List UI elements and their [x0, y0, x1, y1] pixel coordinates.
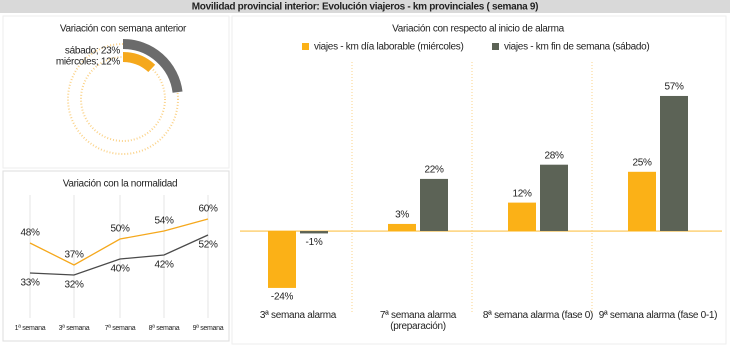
radial-bar [122, 39, 183, 93]
panel [2, 170, 230, 342]
x-tick-label: 7ª semana alarma (preparación) [380, 310, 457, 332]
value-label: 3% [395, 210, 409, 221]
chart-title: Variación con la normalidad [63, 179, 178, 190]
header-title: Movilidad provincial interior: Evolución… [192, 2, 538, 13]
line [29, 234, 209, 276]
value-label: 12% [512, 188, 532, 199]
bar [300, 231, 328, 234]
value-label: -1% [306, 237, 323, 248]
value-label: 22% [424, 165, 444, 176]
value-label: miércoles; 12% [56, 57, 121, 68]
value-label: 54% [154, 216, 174, 227]
bar [268, 231, 296, 288]
bar [508, 202, 536, 232]
panel [2, 15, 230, 169]
bar [660, 95, 688, 232]
value-label: 37% [64, 250, 84, 261]
value-label: sábado; 23% [65, 46, 120, 57]
ring-track [80, 56, 166, 142]
x-tick-label: 9ª semana [193, 325, 224, 332]
value-label: 32% [64, 280, 84, 291]
value-label: 33% [20, 278, 40, 289]
value-label: -24% [271, 292, 294, 303]
legend-label: viajes - km día laborable (miércoles) [314, 42, 464, 53]
value-label: 28% [544, 150, 564, 161]
panel [231, 15, 727, 345]
value-label: 52% [198, 240, 218, 251]
value-label: 48% [20, 228, 40, 239]
x-tick-label: 8ª semana [149, 325, 180, 332]
x-tick-label: 9ª semana alarma (fase 0-1) [599, 310, 717, 321]
x-tick-label: 1ª semana [15, 325, 46, 332]
radial-bar [122, 52, 156, 73]
bar [420, 178, 448, 232]
bar [628, 171, 656, 232]
bar [540, 164, 568, 232]
legend-label: viajes - km fin de semana (sábado) [504, 42, 649, 53]
value-label: 40% [110, 264, 130, 275]
x-tick-label: 3ª semana [59, 325, 90, 332]
legend-swatch [492, 43, 499, 50]
chart-title: Variación con semana anterior [60, 24, 187, 35]
x-tick-label: 7ª semana [105, 325, 136, 332]
value-label: 57% [664, 82, 684, 93]
value-label: 42% [154, 260, 174, 271]
header-bar [0, 0, 730, 13]
value-label: 60% [198, 204, 218, 215]
value-label: 50% [110, 224, 130, 235]
chart-title: Variación con respecto al inicio de alar… [392, 24, 564, 35]
x-tick-label: 3ª semana alarma [260, 310, 337, 321]
legend-swatch [302, 43, 309, 50]
bar [388, 223, 416, 232]
x-tick-label: 8ª semana alarma (fase 0) [483, 310, 593, 321]
value-label: 25% [632, 157, 652, 168]
line [29, 218, 209, 266]
